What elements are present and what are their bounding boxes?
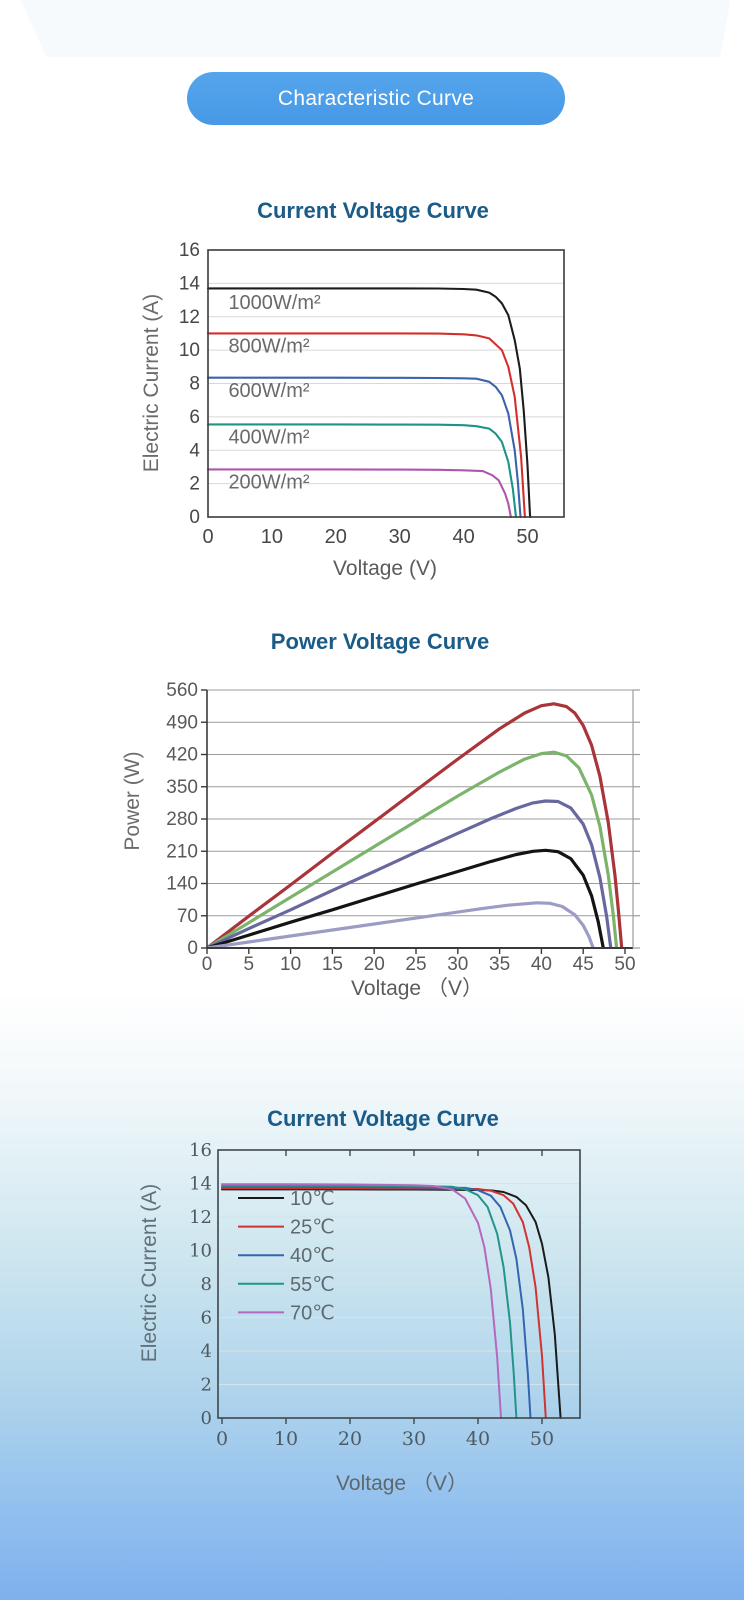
- svg-text:14: 14: [179, 273, 201, 294]
- svg-text:600W/m²: 600W/m²: [228, 380, 309, 402]
- svg-text:210: 210: [166, 841, 198, 862]
- svg-text:6: 6: [201, 1308, 212, 1329]
- chart2-y-axis-label: Power (W): [121, 751, 144, 851]
- chart2-title: Power Voltage Curve: [270, 629, 490, 654]
- svg-text:6: 6: [189, 407, 200, 428]
- svg-text:50: 50: [530, 1428, 554, 1450]
- svg-text:25: 25: [405, 954, 426, 975]
- chart1-x-axis-label: Voltage (V): [333, 557, 437, 580]
- svg-text:2: 2: [201, 1375, 212, 1396]
- svg-text:0: 0: [202, 954, 213, 975]
- svg-text:10: 10: [274, 1428, 298, 1450]
- svg-text:1000W/m²: 1000W/m²: [228, 292, 321, 314]
- svg-text:16: 16: [189, 1140, 212, 1161]
- svg-text:16: 16: [179, 240, 200, 261]
- svg-text:4: 4: [201, 1341, 212, 1362]
- svg-text:40: 40: [466, 1428, 490, 1450]
- pill-label: Characteristic Curve: [277, 86, 475, 110]
- svg-text:280: 280: [166, 809, 198, 830]
- svg-text:20: 20: [338, 1428, 362, 1450]
- svg-text:25℃: 25℃: [290, 1217, 335, 1239]
- svg-text:350: 350: [166, 777, 198, 798]
- characteristic-curve-header: Characteristic Curve: [187, 72, 565, 125]
- svg-text:0: 0: [216, 1428, 228, 1450]
- iv-irradiance-plot: 0 10 20 30 40 50 0 2 4 6 8 10 12 14 16 1000W/m² 800W/m² 6…: [179, 240, 565, 548]
- svg-text:10: 10: [179, 340, 200, 361]
- chart3-y-axis-label: Electric Current (A): [138, 1183, 161, 1363]
- svg-text:10: 10: [261, 526, 283, 548]
- svg-text:40℃: 40℃: [290, 1245, 335, 1267]
- svg-text:0: 0: [189, 507, 200, 528]
- svg-text:20: 20: [325, 526, 347, 548]
- chart2-x-axis-label: Voltage （V）: [351, 977, 483, 1000]
- svg-text:12: 12: [179, 307, 200, 328]
- chart1-title: Current Voltage Curve: [257, 198, 489, 223]
- iv-temperature-plot: 0 10 20 30 40 50 0 2 4 6 8 10 12 14 16 10℃ 25℃ 40℃ 55℃ 70℃: [189, 1140, 581, 1450]
- svg-text:420: 420: [166, 745, 198, 766]
- svg-text:0: 0: [202, 526, 213, 548]
- svg-text:50: 50: [614, 954, 635, 975]
- chart3-title: Current Voltage Curve: [267, 1106, 499, 1131]
- svg-text:30: 30: [389, 526, 411, 548]
- svg-text:45: 45: [573, 954, 594, 975]
- svg-text:0: 0: [187, 938, 198, 959]
- svg-text:2: 2: [189, 474, 200, 495]
- decorative-top-band: [20, 0, 731, 57]
- svg-text:560: 560: [166, 680, 198, 701]
- svg-text:20: 20: [364, 954, 385, 975]
- svg-text:15: 15: [322, 954, 343, 975]
- chart3-x-axis-label: Voltage （V）: [336, 1472, 468, 1495]
- svg-text:40: 40: [452, 526, 474, 548]
- svg-text:0: 0: [201, 1408, 212, 1429]
- svg-text:14: 14: [189, 1174, 212, 1195]
- svg-text:10: 10: [189, 1241, 212, 1262]
- power-voltage-plot: 0 5 10 15 20 25 30 35 40 45 50 0 70 140 210 280 350 420 49…: [166, 680, 640, 975]
- svg-text:8: 8: [201, 1274, 212, 1295]
- svg-text:35: 35: [489, 954, 510, 975]
- svg-text:140: 140: [166, 874, 198, 895]
- svg-text:50: 50: [516, 526, 538, 548]
- svg-text:55℃: 55℃: [290, 1274, 335, 1296]
- svg-text:40: 40: [531, 954, 552, 975]
- svg-text:70: 70: [177, 906, 198, 927]
- svg-text:30: 30: [447, 954, 468, 975]
- svg-text:8: 8: [189, 374, 200, 395]
- svg-text:30: 30: [402, 1428, 426, 1450]
- svg-text:12: 12: [189, 1207, 212, 1228]
- svg-text:400W/m²: 400W/m²: [228, 427, 309, 449]
- svg-text:490: 490: [166, 712, 198, 733]
- svg-text:200W/m²: 200W/m²: [228, 472, 309, 494]
- svg-text:800W/m²: 800W/m²: [228, 336, 309, 358]
- svg-text:5: 5: [244, 954, 255, 975]
- svg-text:10: 10: [280, 954, 301, 975]
- svg-text:4: 4: [189, 440, 200, 461]
- svg-text:10℃: 10℃: [290, 1188, 335, 1210]
- chart1-y-axis-label: Electric Current (A): [140, 293, 163, 473]
- svg-text:70℃: 70℃: [290, 1302, 335, 1324]
